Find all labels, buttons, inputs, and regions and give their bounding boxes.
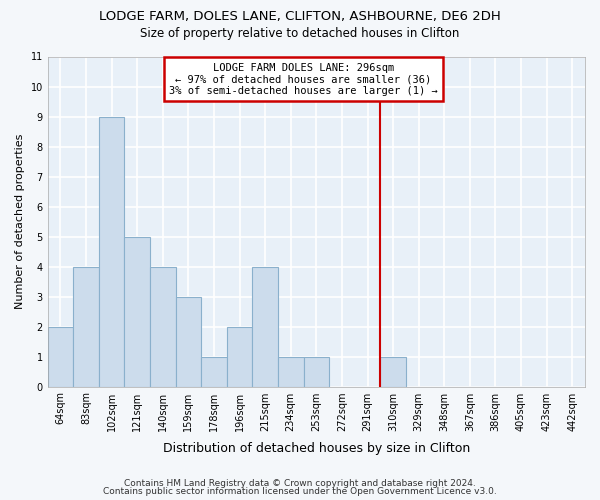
Text: LODGE FARM, DOLES LANE, CLIFTON, ASHBOURNE, DE6 2DH: LODGE FARM, DOLES LANE, CLIFTON, ASHBOUR… bbox=[99, 10, 501, 23]
Bar bbox=[227, 326, 253, 386]
Bar bbox=[201, 356, 227, 386]
Bar bbox=[176, 296, 201, 386]
Text: Size of property relative to detached houses in Clifton: Size of property relative to detached ho… bbox=[140, 28, 460, 40]
Bar bbox=[278, 356, 304, 386]
Bar bbox=[99, 116, 124, 386]
Text: Contains public sector information licensed under the Open Government Licence v3: Contains public sector information licen… bbox=[103, 487, 497, 496]
Bar bbox=[150, 266, 176, 386]
Bar bbox=[73, 266, 99, 386]
Text: Contains HM Land Registry data © Crown copyright and database right 2024.: Contains HM Land Registry data © Crown c… bbox=[124, 478, 476, 488]
Bar bbox=[304, 356, 329, 386]
Y-axis label: Number of detached properties: Number of detached properties bbox=[15, 134, 25, 309]
X-axis label: Distribution of detached houses by size in Clifton: Distribution of detached houses by size … bbox=[163, 442, 470, 455]
Bar bbox=[124, 236, 150, 386]
Bar bbox=[253, 266, 278, 386]
Text: LODGE FARM DOLES LANE: 296sqm
← 97% of detached houses are smaller (36)
3% of se: LODGE FARM DOLES LANE: 296sqm ← 97% of d… bbox=[169, 62, 438, 96]
Bar bbox=[47, 326, 73, 386]
Bar bbox=[380, 356, 406, 386]
